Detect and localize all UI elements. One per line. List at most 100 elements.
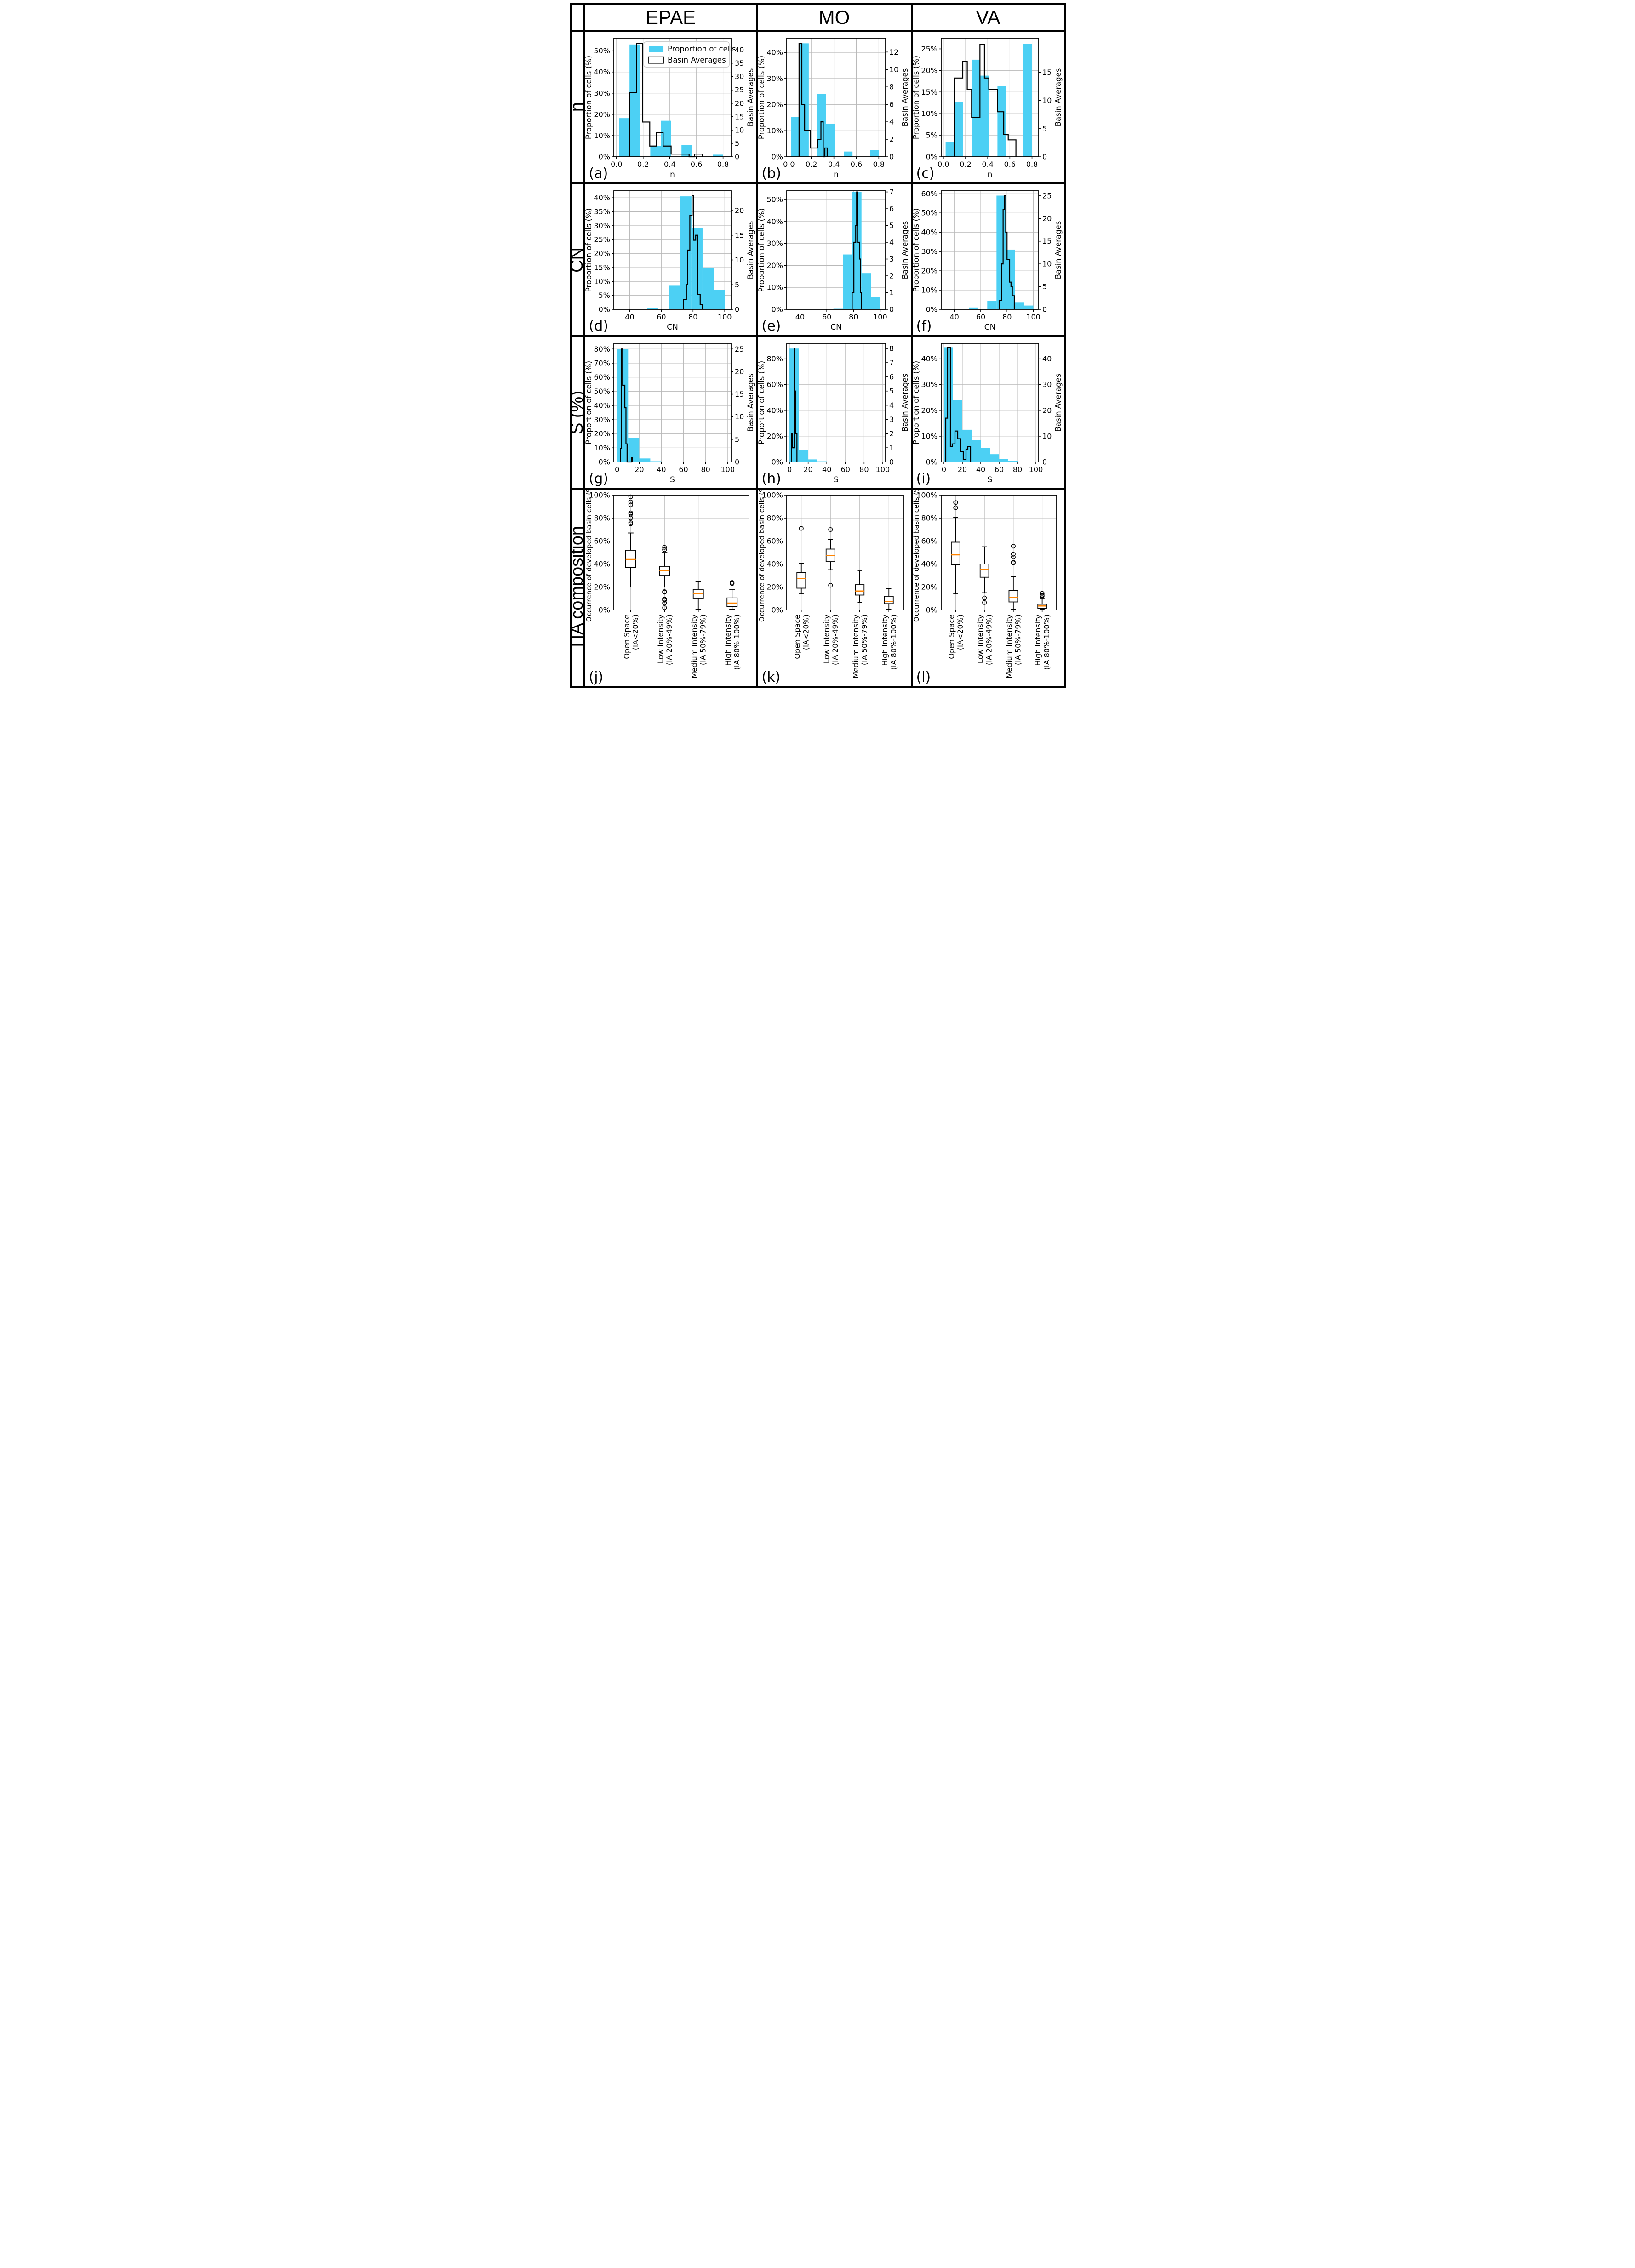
svg-text:0: 0 — [1042, 305, 1047, 314]
panel-h-cell: 0% 20% 40% 60% 80% 0 1 2 3 4 5 6 7 8 0 20 40 60 80 100 Propo… — [758, 337, 911, 488]
svg-text:5%: 5% — [926, 131, 937, 140]
column-header-epae: EPAE — [585, 5, 756, 30]
svg-text:Basin Averages: Basin Averages — [746, 374, 755, 432]
svg-text:15%: 15% — [921, 88, 938, 97]
svg-text:Proportion of cells (%): Proportion of cells (%) — [585, 361, 593, 444]
svg-text:0: 0 — [735, 305, 739, 314]
svg-text:15: 15 — [735, 390, 744, 399]
svg-text:40: 40 — [625, 313, 634, 321]
svg-text:2: 2 — [889, 135, 894, 144]
svg-text:3: 3 — [889, 255, 894, 263]
panel-letter-c: (c) — [916, 165, 935, 182]
svg-text:Medium Intensity: Medium Intensity — [690, 615, 698, 678]
svg-text:0%: 0% — [598, 305, 610, 314]
svg-text:10: 10 — [1042, 260, 1052, 268]
svg-text:0: 0 — [615, 465, 619, 474]
svg-text:0: 0 — [941, 465, 946, 474]
svg-text:60%: 60% — [921, 189, 938, 198]
svg-text:0%: 0% — [926, 305, 937, 314]
svg-text:(IA<20%): (IA<20%) — [955, 615, 964, 650]
svg-text:30: 30 — [735, 72, 744, 81]
svg-text:100%: 100% — [762, 491, 783, 500]
svg-text:30%: 30% — [594, 89, 610, 97]
svg-text:12: 12 — [889, 48, 898, 57]
svg-text:15: 15 — [735, 231, 744, 239]
svg-text:0.0: 0.0 — [783, 160, 795, 169]
chart-k-boxplot: 0% 20% 40% 60% 80% 100% Open Space (IA<20%) Low … — [758, 490, 904, 678]
svg-text:35%: 35% — [594, 207, 610, 216]
svg-text:0%: 0% — [598, 606, 610, 615]
svg-text:0.4: 0.4 — [828, 160, 839, 169]
svg-text:100: 100 — [1026, 313, 1040, 321]
svg-text:Proportion of cells (%): Proportion of cells (%) — [913, 208, 920, 292]
row-label-s-text: S (%) — [571, 390, 583, 434]
svg-text:25%: 25% — [921, 45, 938, 53]
svg-text:10%: 10% — [594, 277, 610, 286]
svg-text:40%: 40% — [594, 560, 610, 569]
svg-text:5: 5 — [1042, 282, 1047, 291]
svg-text:0.2: 0.2 — [960, 160, 971, 169]
svg-text:7: 7 — [889, 358, 894, 367]
row-label-tia: TIA composition — [571, 490, 583, 686]
svg-text:0.4: 0.4 — [982, 160, 993, 169]
svg-text:30%: 30% — [921, 247, 938, 256]
svg-text:100: 100 — [1029, 465, 1043, 474]
svg-text:100: 100 — [717, 313, 732, 321]
svg-text:0%: 0% — [926, 458, 937, 467]
svg-text:10%: 10% — [594, 444, 610, 452]
panel-letter-j: (j) — [589, 669, 604, 685]
svg-text:Basin Averages: Basin Averages — [1054, 221, 1063, 279]
svg-text:20: 20 — [735, 99, 744, 108]
svg-text:Low Intensity: Low Intensity — [822, 615, 830, 663]
svg-text:40: 40 — [735, 46, 744, 54]
svg-text:15: 15 — [1042, 237, 1052, 245]
svg-text:20%: 20% — [766, 432, 783, 440]
svg-text:Basin Averages: Basin Averages — [901, 68, 909, 127]
svg-text:5: 5 — [889, 221, 894, 230]
svg-text:20%: 20% — [594, 110, 610, 119]
svg-text:10%: 10% — [921, 286, 938, 295]
chart-g-histogram: 0% 10% 20% 30% 40% 50% 60% 70% 80% 0 5 10 15 20 25 0 20 4… — [585, 343, 755, 484]
svg-text:60%: 60% — [594, 373, 610, 382]
row-label-n-text: n — [571, 102, 583, 112]
svg-text:40%: 40% — [921, 354, 938, 363]
svg-text:0.8: 0.8 — [873, 160, 884, 169]
svg-text:40: 40 — [949, 313, 959, 321]
svg-text:S: S — [834, 475, 839, 484]
svg-text:35: 35 — [735, 59, 744, 68]
svg-text:60: 60 — [994, 465, 1003, 474]
svg-text:40%: 40% — [921, 560, 938, 569]
svg-text:(IA 50%-79%): (IA 50%-79%) — [860, 615, 869, 665]
svg-text:40: 40 — [976, 465, 985, 474]
svg-text:Basin Averages: Basin Averages — [1054, 68, 1063, 127]
svg-text:60%: 60% — [594, 537, 610, 546]
svg-text:6: 6 — [889, 100, 894, 109]
svg-text:5: 5 — [1042, 124, 1047, 133]
svg-text:4: 4 — [889, 401, 894, 410]
svg-text:Low Intensity: Low Intensity — [656, 615, 664, 663]
svg-text:0: 0 — [889, 458, 894, 467]
svg-text:100%: 100% — [916, 491, 938, 500]
panel-letter-i: (i) — [916, 471, 931, 487]
svg-text:n: n — [834, 170, 839, 179]
svg-text:Basin Averages: Basin Averages — [1054, 374, 1063, 432]
svg-text:80%: 80% — [766, 514, 783, 523]
svg-text:0: 0 — [1042, 153, 1047, 161]
svg-text:15: 15 — [735, 112, 744, 121]
svg-text:Open Space: Open Space — [793, 615, 801, 659]
svg-text:(IA 80%-100%): (IA 80%-100%) — [889, 615, 898, 670]
svg-text:100: 100 — [720, 465, 735, 474]
svg-text:0.4: 0.4 — [663, 160, 675, 169]
panel-letter-k: (k) — [761, 669, 781, 685]
svg-text:25: 25 — [735, 85, 744, 94]
svg-text:0%: 0% — [771, 458, 783, 467]
chart-d-histogram: 0% 5% 10% 15% 20% 25% 30% 35% 40% 0 5 10 15 20 40 60 80 1… — [585, 190, 755, 332]
svg-text:0.6: 0.6 — [850, 160, 862, 169]
panel-letter-f: (f) — [916, 318, 932, 334]
figure-grid: EPAE MO VA n 0% 10% 20% 30% 40% 50% 0 5 10 15 20 25… — [569, 3, 1066, 688]
svg-text:30: 30 — [1042, 380, 1052, 389]
svg-text:S: S — [670, 475, 675, 484]
svg-text:80%: 80% — [594, 345, 610, 353]
svg-text:Proportion of cells (%): Proportion of cells (%) — [758, 208, 766, 292]
row-label-cn-text: CN — [571, 247, 583, 273]
